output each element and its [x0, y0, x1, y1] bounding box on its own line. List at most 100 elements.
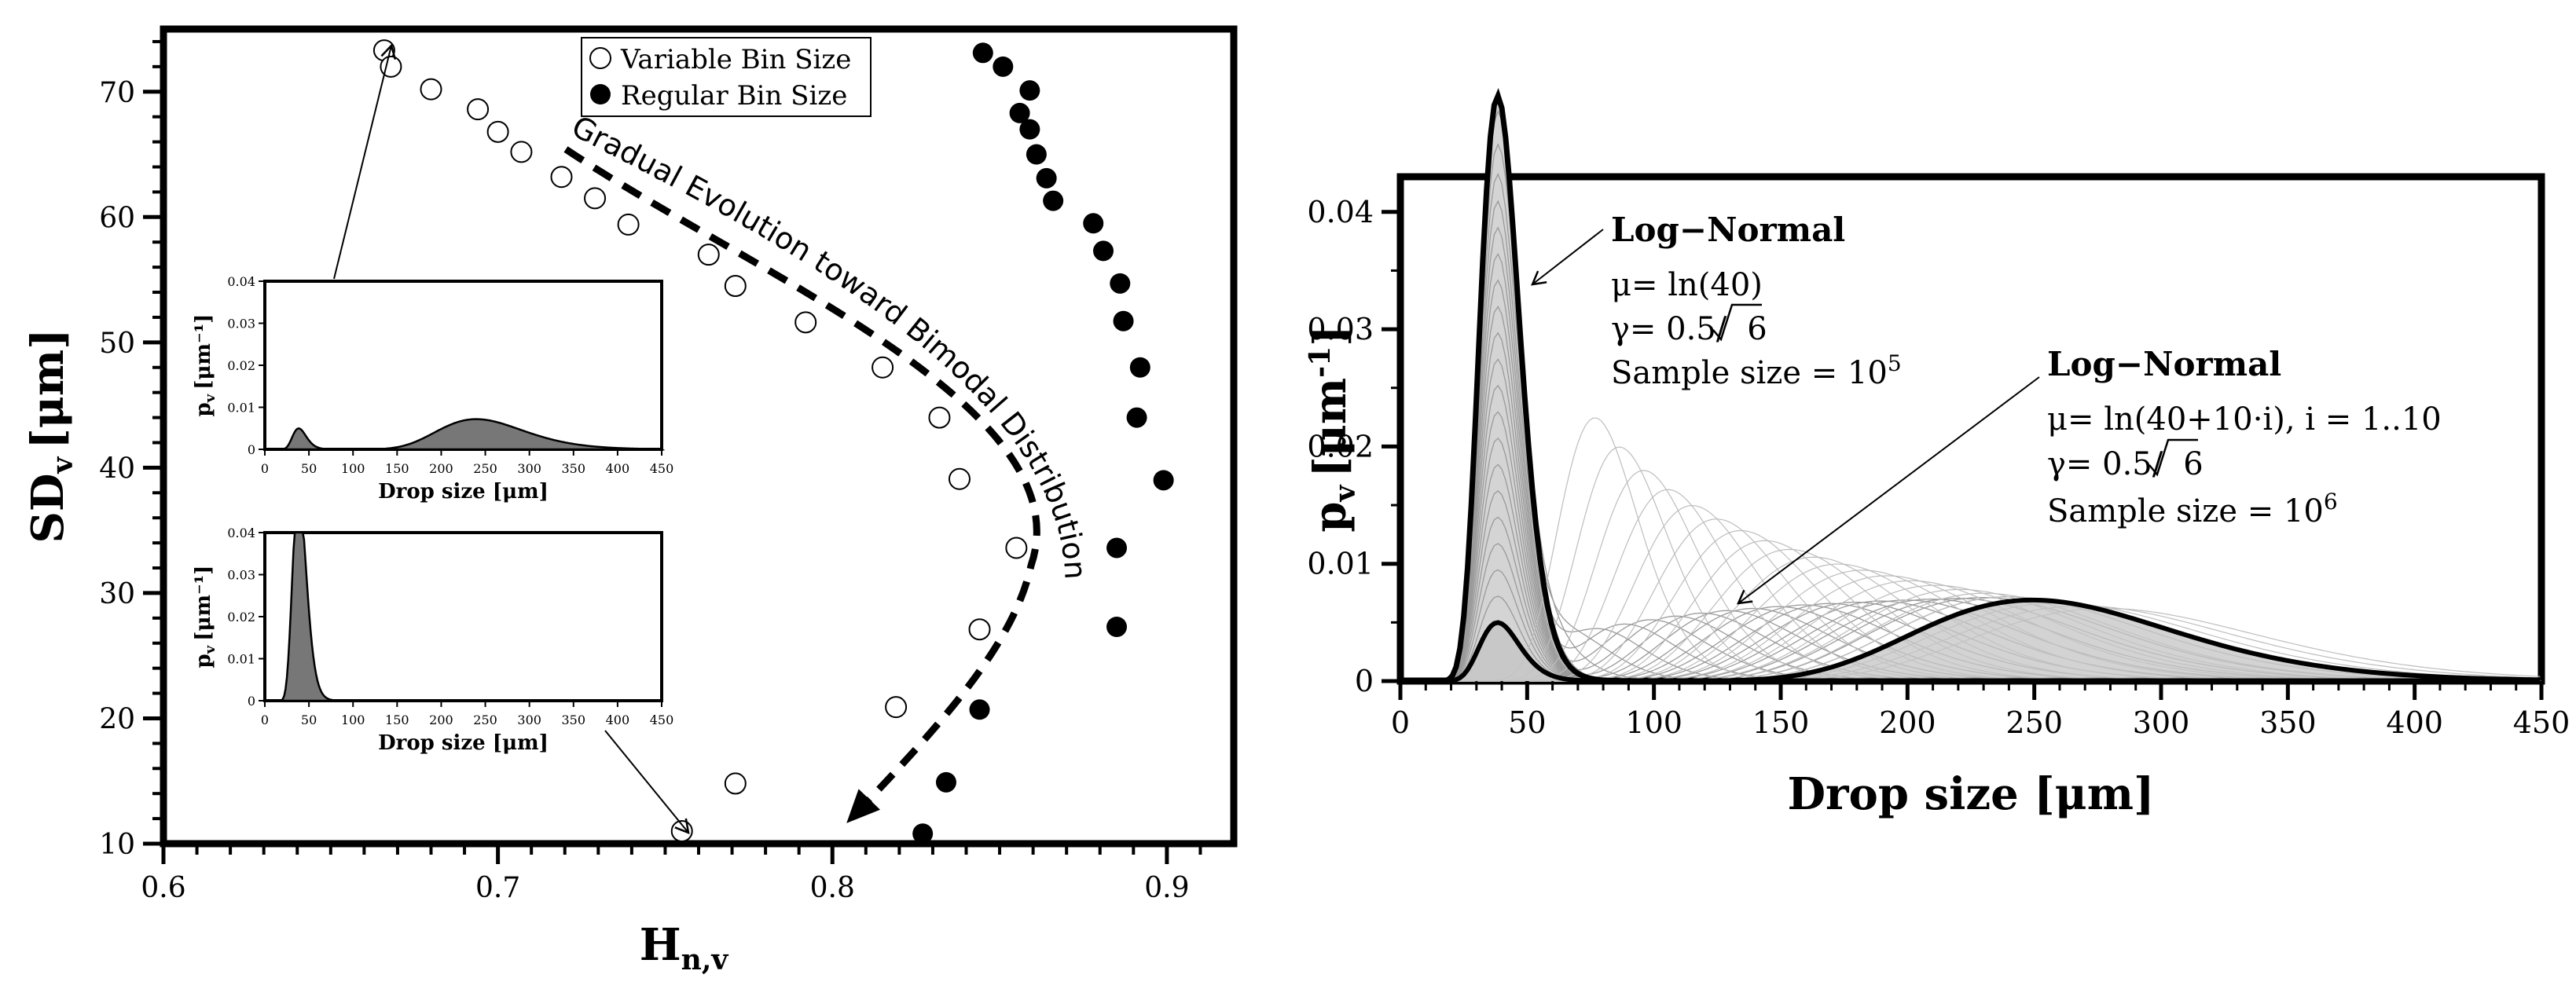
inset-y-tick-label: 0.04 [227, 274, 255, 289]
regular-bin-point [1126, 407, 1147, 428]
inset-y-axis-title: pv[μm⁻¹] [192, 314, 218, 417]
scatter-y-axis-title: SDv[μm] [22, 328, 79, 543]
inset-x-tick-label: 50 [301, 712, 317, 727]
anno1-arrow [1530, 229, 1604, 286]
legend-label-variable: Variable Bin Size [620, 44, 851, 75]
distribution-curves [1400, 88, 2541, 684]
inset-bottom: 0 50 100 150 200 250 300 350 400 450 0 0.01 0.02 0.03… [192, 526, 673, 755]
variable-bin-point [467, 98, 490, 121]
variable-bin-point [420, 78, 442, 101]
regular-bin-point [1093, 240, 1114, 262]
series-variable-bin [372, 39, 1028, 843]
distribution-y-tick-label: 0 [1355, 664, 1374, 698]
regular-bin-point [969, 699, 990, 720]
inset-x-tick-label: 300 [517, 461, 541, 476]
regular-bin-point [1083, 213, 1104, 234]
distribution-y-tick-label: 0.04 [1307, 195, 1374, 229]
anno1-sqrt-sign [1712, 303, 1762, 342]
inset-y-tick-label: 0.03 [227, 568, 255, 583]
distribution-x-tick-label: 350 [2259, 705, 2317, 740]
anno2-gamma: γ= 0.5/6 [2047, 446, 2204, 482]
distribution-x-tick-label: 0 [1391, 705, 1410, 740]
variable-bin-point [928, 406, 951, 429]
scatter-x-tick-label: 0.6 [141, 872, 185, 904]
regular-bin-point [1019, 119, 1040, 140]
distribution-x-tick-label: 450 [2513, 705, 2570, 740]
inset-y-tick-label: 0.04 [227, 526, 255, 540]
inset-frame [263, 531, 663, 702]
scatter-x-axis-title: Hn,v [640, 919, 729, 976]
scatter-legend: Variable Bin Size Regular Bin Size [581, 37, 872, 117]
distribution-y-ticks: 0 0.01 0.02 0.03 0.04 [1307, 195, 1400, 698]
regular-bin-point [1019, 80, 1040, 101]
legend-marker-filled [590, 84, 611, 104]
variable-bin-point [968, 618, 991, 641]
anno1-sample: Sample size = 105 [1611, 350, 1902, 391]
inset-bottom-connector [604, 730, 690, 834]
regular-bin-point [1009, 102, 1030, 123]
legend-label-regular: Regular Bin Size [621, 80, 847, 112]
inset-x-tick-label: 150 [385, 712, 409, 727]
anno2-sample: Sample size = 106 [2047, 489, 2338, 529]
regular-bin-point [1153, 470, 1174, 491]
legend-box [581, 37, 872, 117]
anno1-title: Log−Normal [1611, 211, 1845, 249]
regular-bin-point [1036, 167, 1057, 189]
inset-x-tick-label: 300 [517, 712, 541, 727]
inset-y-tick-label: 0 [248, 694, 255, 709]
scatter-x-tick-label: 0.9 [1144, 872, 1189, 904]
inset-y-tick-label: 0 [248, 442, 255, 457]
inset-x-axis-title: Drop size [μm] [378, 480, 549, 504]
bimodal-fill [1400, 599, 2541, 681]
distribution-x-axis-title: Drop size [μm] [1787, 768, 2154, 820]
distribution-panel: 0 50 100 150 200 250 300 350 400 450 0 0.01 0.02 0.0… [1304, 88, 2570, 820]
variable-bin-point [885, 696, 908, 719]
regular-bin-point [912, 823, 934, 844]
inset-x-tick-label: 450 [650, 712, 674, 727]
single-lognormal-curve [1403, 88, 2541, 684]
regular-bin-point [1110, 273, 1131, 294]
regular-bin-point [1129, 357, 1150, 378]
distribution-x-ticks: 0 50 100 150 200 250 300 350 400 450 [1391, 681, 2570, 740]
distribution-x-tick-label: 50 [1508, 705, 1546, 740]
variable-bin-point [794, 311, 817, 334]
inset-x-tick-label: 100 [341, 712, 365, 727]
anno2-sqrt-sign [2149, 438, 2198, 477]
scatter-x-tick-label: 0.8 [810, 872, 855, 904]
regular-bin-point [1106, 616, 1128, 637]
anno2-arrow [1736, 376, 2040, 605]
inset-x-tick-label: 0 [261, 712, 269, 727]
variable-bin-point [550, 166, 573, 189]
variable-bin-point [584, 187, 607, 210]
inset-x-tick-label: 250 [473, 712, 497, 727]
distribution-x-tick-label: 250 [2005, 705, 2063, 740]
inset-x-tick-label: 400 [606, 712, 630, 727]
variable-bin-point [697, 244, 720, 266]
variable-bin-point [724, 772, 747, 795]
scatter-y-tick-label: 10 [99, 829, 135, 861]
regular-bin-point [972, 42, 993, 64]
scatter-y-ticks: 10 20 30 40 50 60 70 [99, 39, 163, 861]
anno2-mu: μ= ln(40+10·i), i = 1..10 [2047, 401, 2442, 438]
inset-x-tick-label: 50 [301, 461, 317, 476]
anno1-gamma: γ= 0.5/6 [1611, 311, 1767, 347]
inset-x-tick-label: 150 [385, 461, 409, 476]
inset-distribution-area [265, 418, 666, 451]
annotation-lognormal-mixture: Log−Normal μ= ln(40+10·i), i = 1..10 γ= … [1736, 345, 2442, 605]
inset-y-tick-label: 0.01 [227, 401, 255, 416]
inset-x-tick-label: 350 [562, 712, 586, 727]
inset-x-tick-label: 200 [429, 712, 453, 727]
regular-bin-point [1113, 310, 1134, 331]
scatter-y-tick-label: 30 [99, 578, 135, 610]
distribution-x-tick-label: 200 [1879, 705, 1936, 740]
inset-x-tick-label: 200 [429, 461, 453, 476]
distribution-y-tick-label: 0.03 [1307, 312, 1374, 346]
scatter-y-tick-label: 50 [99, 328, 135, 360]
variable-bin-point [872, 356, 894, 379]
single-lognormal-fill [1400, 96, 2541, 682]
inset-top-connector [333, 43, 397, 280]
scatter-y-tick-label: 40 [99, 452, 135, 485]
regular-bin-point [935, 771, 956, 793]
